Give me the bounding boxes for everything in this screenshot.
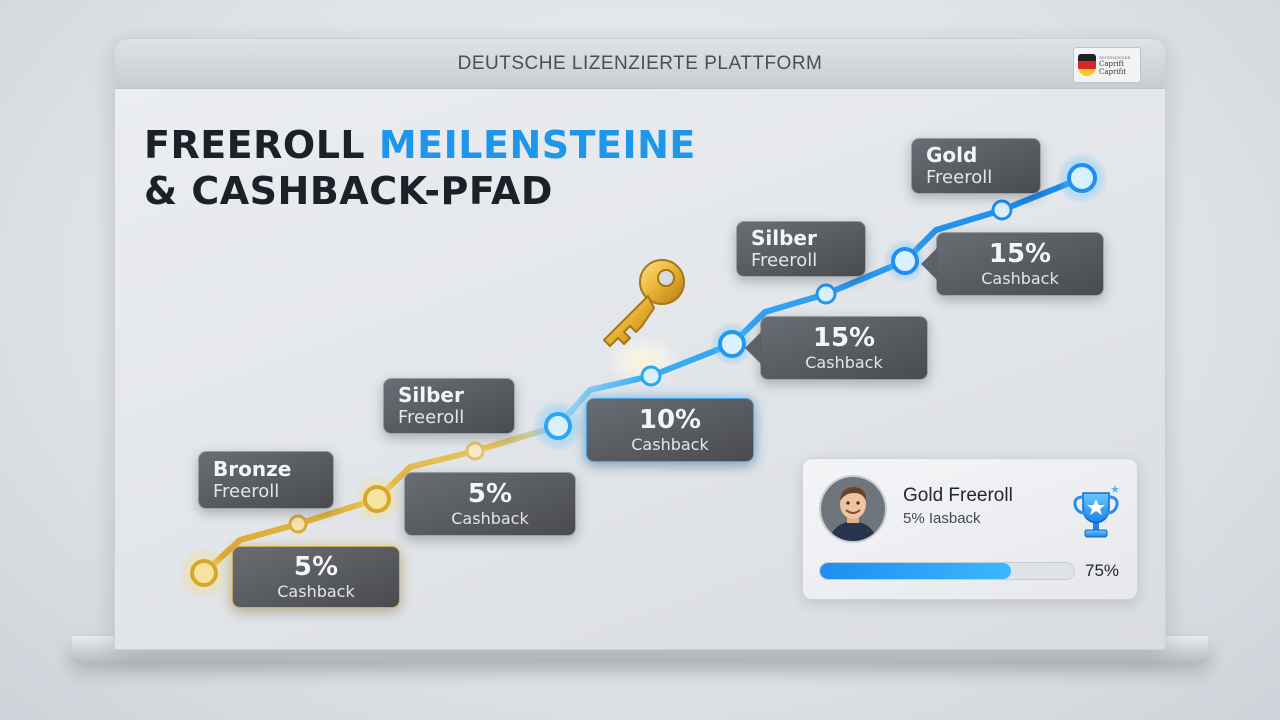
platform-title: DEUTSCHE LIZENZIERTE PLATTFORM bbox=[457, 52, 823, 74]
milestone-2-reward: Freeroll bbox=[398, 407, 465, 428]
shield-flag-icon bbox=[1078, 54, 1096, 76]
milestone-4-cashback-card: 15% Cashback bbox=[745, 316, 928, 380]
milestone-1-cashback-label: Cashback bbox=[277, 582, 355, 601]
milestone-5-cashback-card: 15% Cashback bbox=[921, 232, 1104, 296]
milestone-3-cashback-pct: 10% bbox=[638, 405, 702, 435]
top-bar: DEUTSCHE LIZENZIERTE PLATTFORM bbox=[115, 39, 1165, 89]
milestone-1-cashback-card: 5% Cashback bbox=[232, 546, 400, 608]
seal-line-1: Caprift bbox=[1099, 59, 1124, 68]
milestone-5-tier: Gold bbox=[926, 143, 978, 167]
milestone-3-cashback-card: 10% Cashback bbox=[586, 398, 754, 462]
progress-bar bbox=[819, 562, 1075, 580]
milestone-1-reward: Freeroll bbox=[213, 481, 280, 502]
title-line-2: & CASHBACK-PFAD bbox=[144, 169, 553, 213]
profile-subtitle: 5% Iasback bbox=[903, 510, 981, 527]
milestone-2-cashback-card: 5% Cashback bbox=[404, 472, 576, 536]
milestone-2-cashback-pct: 5% bbox=[467, 479, 513, 509]
milestone-1-tier: Bronze bbox=[213, 457, 292, 481]
golden-key-icon bbox=[603, 259, 685, 347]
profile-name: Gold Freeroll bbox=[903, 485, 1013, 506]
milestone-4-cashback-pct: 15% bbox=[812, 323, 876, 353]
trophy-star-icon bbox=[1073, 485, 1119, 538]
page-title: FREEROLL MEILENSTEINE & CASHBACK-PFAD bbox=[144, 122, 696, 214]
milestone-4-cashback-label: Cashback bbox=[805, 353, 883, 372]
milestone-5-tier-card: Gold Freeroll bbox=[911, 138, 1041, 194]
milestone-1-tier-card: Bronze Freeroll bbox=[198, 451, 334, 509]
progress-value: 75% bbox=[1085, 561, 1120, 580]
milestone-1-cashback-pct: 5% bbox=[293, 552, 339, 582]
milestone-2-cashback-label: Cashback bbox=[451, 509, 529, 528]
seal-line-2: Caprifit bbox=[1099, 67, 1127, 76]
milestone-4-reward: Freeroll bbox=[751, 250, 818, 271]
milestone-5-cashback-label: Cashback bbox=[981, 269, 1059, 288]
license-seal: BEGEHKWDKR Caprift Caprifit bbox=[1073, 47, 1141, 83]
seal-small-text: BEGEHKWDKR bbox=[1099, 54, 1131, 60]
milestone-5-cashback-pct: 15% bbox=[988, 239, 1052, 269]
title-accent: MEILENSTEINE bbox=[378, 123, 696, 167]
profile-card[interactable]: Gold Freeroll 5% Iasback 75% bbox=[802, 458, 1138, 600]
milestone-2-tier-card: Silber Freeroll bbox=[383, 378, 515, 434]
milestone-5-reward: Freeroll bbox=[926, 167, 993, 188]
avatar bbox=[819, 475, 887, 543]
milestone-2-tier: Silber bbox=[398, 383, 464, 407]
milestone-4-tier: Silber bbox=[751, 226, 817, 250]
progress-bar-fill bbox=[820, 563, 1011, 579]
title-part-1: FREEROLL bbox=[144, 123, 379, 167]
milestone-3-cashback-label: Cashback bbox=[631, 435, 709, 454]
milestone-4-tier-card: Silber Freeroll bbox=[736, 221, 866, 277]
